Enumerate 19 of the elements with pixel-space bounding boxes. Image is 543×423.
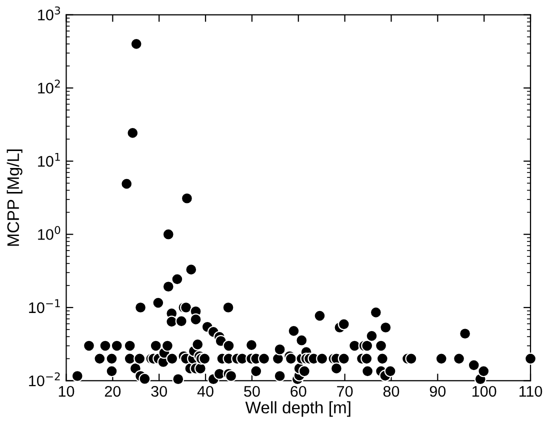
x-tick-label: 90: [430, 386, 446, 397]
y-tick-label: 10$^{0}$: [38, 226, 60, 240]
x-tick-label: 100: [472, 386, 496, 397]
y-tick-label: 10$^{−1}$: [29, 299, 60, 314]
x-tick-label: 50: [244, 386, 260, 397]
x-tick-label: 110: [519, 386, 542, 397]
x-tick-label: 20: [104, 386, 121, 397]
y-tick-label: 10$^{1}$: [38, 152, 60, 167]
x-tick-label: 80: [383, 386, 400, 397]
x-tick-label: 70: [337, 386, 353, 397]
x-axis-title: Well depth [m]: [245, 401, 350, 417]
y-tick-label: 10$^{2}$: [38, 80, 60, 94]
y-axis-title: MCPP [Mg/L]: [6, 150, 22, 246]
x-tick-label: 30: [151, 386, 167, 397]
x-tick-label: 60: [290, 386, 306, 397]
x-tick-label: 10: [58, 386, 74, 397]
y-tick-label: 10$^{3}$: [38, 6, 60, 20]
y-tick-label: 10$^{−2}$: [29, 372, 60, 386]
x-tick-label: 40: [197, 386, 214, 397]
